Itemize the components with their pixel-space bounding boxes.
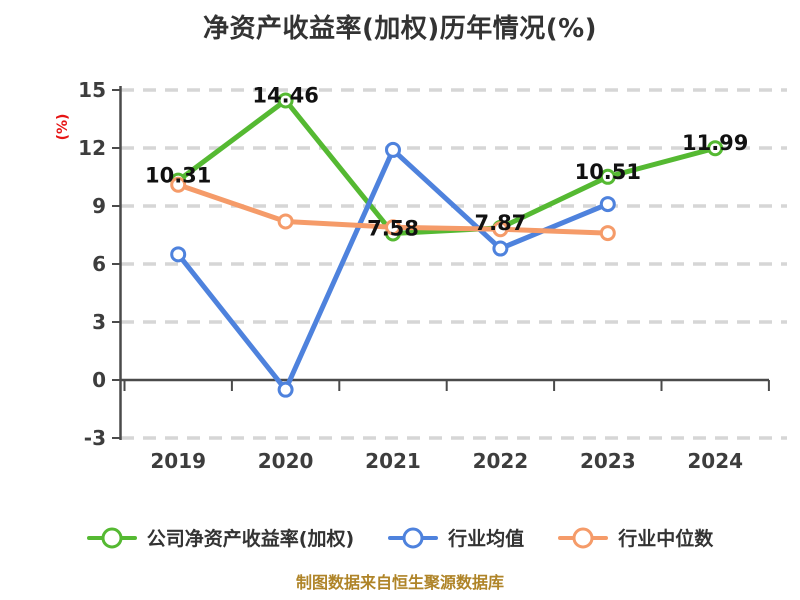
data-point-series-0[interactable] (599, 168, 616, 185)
legend-item-industry-median[interactable]: 行业中位数 (558, 524, 713, 551)
x-tick-label: 2019 (150, 449, 206, 473)
value-label: 10.51 (575, 160, 641, 184)
y-tick-label: -3 (84, 426, 106, 450)
data-point-series-2[interactable] (170, 176, 187, 193)
series-line-1 (175, 147, 611, 393)
data-point-series-1[interactable] (599, 196, 616, 213)
chart-legend: 公司净资产收益率(加权) 行业均值 行业中位数 (0, 524, 800, 551)
legend-item-industry-avg[interactable]: 行业均值 (388, 524, 524, 551)
data-point-series-2[interactable] (599, 225, 616, 242)
data-point-series-1[interactable] (492, 240, 509, 257)
legend-marker-company-icon (86, 526, 137, 550)
x-tick-label: 2024 (687, 449, 743, 473)
legend-label-industry-avg: 行业均值 (448, 528, 525, 550)
value-label: 14.46 (252, 83, 318, 107)
legend-label-industry-median: 行业中位数 (618, 528, 714, 550)
y-tick-label: 6 (92, 252, 106, 276)
y-tick-label: 0 (92, 368, 106, 392)
legend-marker-industry-median-icon (558, 526, 609, 550)
x-tick-label: 2020 (258, 449, 314, 473)
value-label: 10.31 (145, 164, 211, 188)
y-tick-label: 12 (78, 136, 106, 160)
chart-title: 净资产收益率(加权)历年情况(%) (202, 14, 598, 44)
data-point-series-0[interactable] (277, 92, 294, 109)
legend-item-company[interactable]: 公司净资产收益率(加权) (86, 524, 355, 551)
y-tick-label: 15 (78, 78, 106, 102)
value-label: 11.99 (682, 131, 748, 155)
data-point-series-0[interactable] (707, 140, 724, 157)
legend-label-company: 公司净资产收益率(加权) (146, 528, 355, 550)
chart-canvas: 15 12 9 6 3 0 -3 2019 2020 2021 2022 2023 2024 10.31 1… (78, 78, 787, 473)
data-point-series-1[interactable] (170, 246, 187, 263)
x-tick-label: 2023 (580, 449, 636, 473)
x-tick-label: 2022 (473, 449, 529, 473)
y-tick-label: 9 (92, 194, 106, 218)
x-tick-label: 2021 (365, 449, 421, 473)
data-point-series-2[interactable] (385, 219, 401, 236)
value-label: 7.87 (474, 211, 526, 235)
value-label: 7.58 (367, 216, 419, 240)
data-point-series-1[interactable] (277, 381, 294, 398)
data-point-series-1[interactable] (385, 141, 401, 158)
y-tick-label: 3 (92, 310, 106, 334)
data-source-note: 制图数据来自恒生聚源数据库 (295, 573, 504, 592)
data-point-series-2[interactable] (277, 213, 294, 230)
data-point-series-2[interactable] (492, 221, 509, 238)
legend-marker-industry-avg-icon (388, 526, 439, 550)
